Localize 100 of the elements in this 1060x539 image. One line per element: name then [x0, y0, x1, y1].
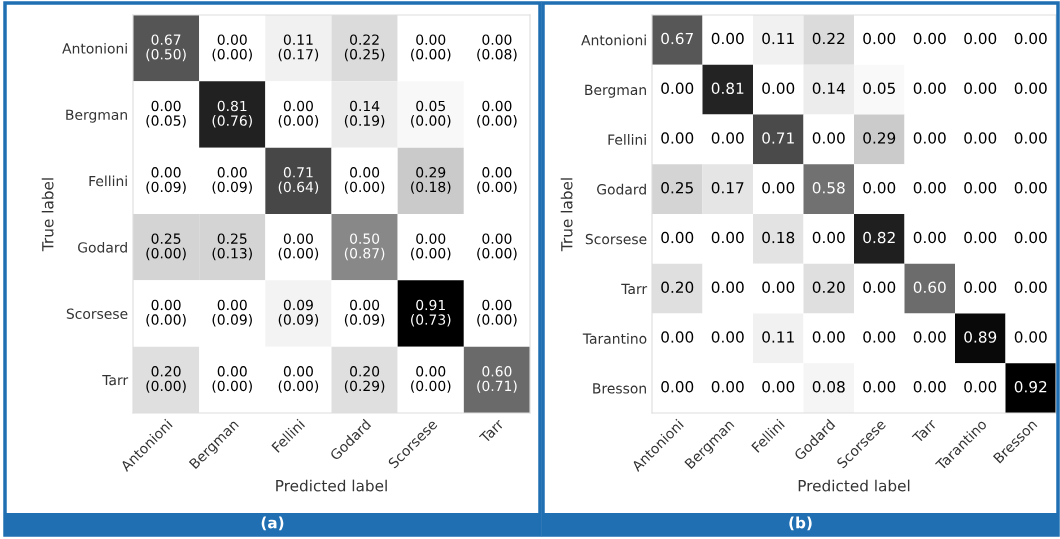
data-label: 0.00 [812, 132, 845, 144]
annotation: (0.00) [146, 380, 186, 393]
annotation: (0.00) [411, 48, 451, 62]
annotation: (0.00) [278, 247, 319, 261]
data-label: 0.18 [762, 231, 795, 244]
data-label: 0.00 [964, 82, 997, 95]
data-label: 0.00 [863, 32, 896, 45]
annotation: (0.00) [411, 115, 451, 128]
data-label: 0.00 [350, 299, 380, 311]
data-label: 0.00 [711, 231, 744, 244]
data-label: 0.00 [1014, 182, 1047, 194]
data-label: 0.00 [661, 231, 694, 244]
annotation: (0.18) [411, 181, 451, 194]
data-label: 0.00 [964, 231, 997, 244]
data-label: 0.00 [913, 182, 946, 194]
data-label: 0.00 [217, 366, 247, 377]
data-label: 0.14 [812, 82, 845, 95]
data-label: 0.17 [711, 182, 744, 194]
annotation: (0.09) [344, 314, 385, 327]
data-label: 0.00 [217, 167, 247, 178]
data-label: 0.00 [762, 82, 795, 95]
data-label: 0.00 [913, 231, 946, 244]
y-tick-label: Bresson [593, 383, 646, 394]
data-label: 0.00 [913, 132, 946, 144]
data-label: 0.00 [217, 34, 247, 45]
data-label: 0.60 [482, 366, 512, 377]
annotation: (0.00) [477, 181, 517, 194]
data-label: 0.00 [711, 132, 744, 144]
data-label: 0.00 [350, 167, 380, 178]
annotation: (0.64) [278, 181, 319, 194]
x-tick-label: Tarr [478, 418, 505, 444]
data-label: 0.00 [812, 231, 845, 244]
data-label: 0.00 [711, 331, 744, 343]
data-label: 0.11 [762, 32, 794, 45]
annotation: (0.00) [477, 314, 517, 327]
annotation: (0.29) [344, 380, 385, 393]
data-label: 0.25 [661, 182, 693, 194]
y-tick-label: Tarantino [582, 333, 647, 344]
data-label: 0.67 [151, 34, 181, 45]
data-label: 0.00 [913, 381, 946, 393]
data-label: 0.00 [711, 32, 744, 45]
data-label: 0.58 [812, 182, 845, 194]
y-tick-label: Godard [78, 241, 127, 253]
annotation: (0.00) [411, 380, 451, 393]
annotation: (0.13) [212, 247, 252, 261]
y-tick-label: Scorsese [585, 233, 647, 245]
annotation: (0.00) [278, 380, 319, 393]
annotation: (0.76) [212, 115, 252, 128]
data-label: 0.00 [964, 132, 997, 144]
annotation: (0.25) [344, 48, 385, 62]
data-label: 0.71 [283, 167, 313, 178]
data-label: 0.71 [762, 132, 794, 144]
data-label: 0.00 [863, 381, 896, 393]
data-label: 0.00 [913, 32, 946, 45]
data-label: 0.20 [350, 366, 380, 377]
data-label: 0.00 [416, 366, 446, 377]
data-label: 0.00 [661, 82, 694, 95]
data-label: 0.00 [151, 299, 181, 311]
annotation: (0.00) [477, 115, 517, 128]
annotation: (0.05) [146, 115, 186, 128]
data-label: 0.00 [964, 381, 997, 393]
data-label: 0.00 [762, 182, 795, 194]
data-label: 0.00 [812, 331, 845, 343]
data-label: 0.20 [151, 366, 181, 377]
text: (a) [261, 516, 284, 531]
data-label: 0.00 [151, 100, 181, 112]
data-label: 0.00 [964, 32, 997, 45]
data-label: 0.00 [711, 381, 744, 393]
annotation: (0.00) [278, 115, 319, 128]
data-label: 0.00 [482, 167, 512, 178]
data-label: 0.08 [812, 381, 845, 393]
data-label: 0.00 [1014, 331, 1047, 343]
annotation: (0.00) [212, 48, 252, 62]
data-label: 0.00 [964, 281, 997, 294]
y-tick-label: Antonioni [62, 42, 127, 54]
data-label: 0.29 [863, 132, 896, 144]
y-tick-label: Fellini [89, 175, 127, 187]
data-label: 0.00 [482, 233, 512, 244]
data-label: 0.82 [863, 231, 895, 244]
data-label: 0.00 [964, 182, 997, 194]
data-label: 0.00 [482, 100, 512, 112]
data-label: 0.00 [1014, 231, 1047, 244]
data-label: 0.00 [416, 34, 446, 45]
data-label: 0.14 [350, 100, 380, 112]
data-label: 0.81 [711, 82, 744, 95]
data-label: 0.00 [661, 132, 694, 144]
annotation: (0.73) [411, 314, 451, 327]
data-label: 0.00 [416, 233, 446, 244]
data-label: 0.00 [762, 381, 795, 393]
annotation: (0.00) [477, 247, 517, 261]
y-axis-title: True label [560, 178, 573, 252]
y-tick-label: Bergman [66, 109, 127, 123]
data-label: 0.00 [482, 34, 512, 45]
y-tick-label: Tarr [102, 374, 129, 386]
data-label: 0.91 [416, 299, 445, 311]
annotation: (0.00) [212, 380, 252, 393]
annotation: (0.50) [146, 48, 186, 62]
data-label: 0.00 [1014, 82, 1047, 95]
annotation: (0.09) [278, 314, 319, 327]
x-axis-title: Predicted label [798, 479, 910, 492]
